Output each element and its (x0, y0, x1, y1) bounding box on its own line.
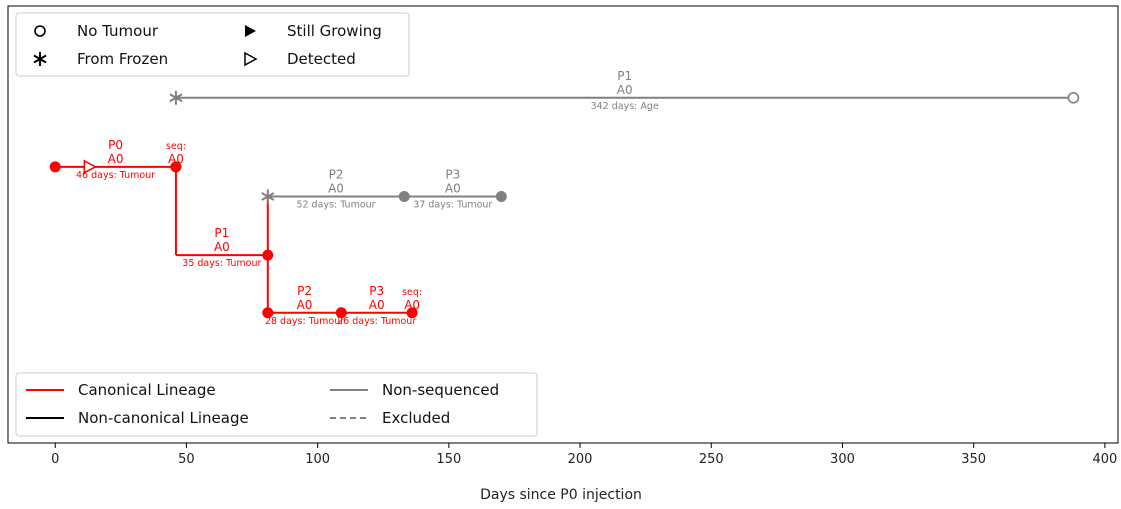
end-marker (262, 249, 274, 261)
marker-legend-frame (15, 12, 410, 77)
line-legend: Canonical Lineage Non-sequenced Non-canoni… (15, 372, 538, 437)
start-marker (262, 307, 274, 319)
line-legend-label: Excluded (382, 409, 450, 427)
marker-legend: No Tumour Still Growing From Frozen Detecte… (15, 12, 410, 77)
sample-label: A0 (214, 240, 230, 254)
sample-label: A0 (369, 298, 385, 312)
from-frozen-marker (261, 189, 275, 204)
marker-legend-label: Still Growing (287, 22, 382, 40)
line-legend-label: Canonical Lineage (78, 381, 216, 399)
detected-marker (83, 159, 97, 175)
seq-annotation-sample: A0 (404, 298, 420, 312)
x-tick-label: 250 (699, 452, 724, 467)
line-legend-label: Non-canonical Lineage (78, 409, 249, 427)
end-marker (495, 191, 507, 203)
x-axis-title: Days since P0 injection (480, 487, 642, 503)
x-tick-label: 150 (436, 452, 461, 467)
seq-annotation: seq: (166, 141, 186, 152)
legend-marker-icon (245, 25, 256, 37)
legend-marker-icon (244, 51, 258, 67)
line-legend-frame (15, 372, 538, 437)
legend-marker-icon (33, 52, 47, 66)
passage-label: P0 (108, 138, 123, 152)
duration-label: 52 days: Tumour (296, 200, 375, 211)
sample-label: A0 (297, 298, 313, 312)
duration-label: 35 days: Tumour (182, 258, 261, 269)
from-frozen-marker (169, 90, 183, 105)
seq-annotation-sample: A0 (168, 152, 184, 166)
sample-label: A0 (445, 182, 461, 196)
x-tick-label: 400 (1092, 452, 1117, 467)
passage-label: P2 (297, 284, 312, 298)
duration-label: 26 days: Tumour (337, 316, 416, 327)
line-legend-label: Non-sequenced (382, 381, 499, 399)
plot-area (7, 5, 1119, 444)
duration-label: 46 days: Tumour (76, 170, 155, 181)
no-tumour-marker (1067, 91, 1080, 104)
x-tick-label: 0 (51, 452, 59, 467)
duration-label: 37 days: Tumour (413, 200, 492, 211)
end-marker (406, 307, 418, 319)
x-tick-label: 350 (961, 452, 986, 467)
passage-label: P1 (617, 69, 632, 83)
duration-label: 342 days: Age (591, 101, 659, 112)
marker-legend-label: No Tumour (77, 22, 159, 40)
sample-label: A0 (108, 152, 124, 166)
seq-annotation: seq: (402, 287, 422, 298)
sample-label: A0 (617, 83, 633, 97)
marker-legend-label: From Frozen (77, 50, 168, 68)
passage-label: P3 (445, 168, 460, 182)
passage-label: P1 (214, 226, 229, 240)
x-tick-label: 50 (178, 452, 195, 467)
x-tick-label: 200 (568, 452, 593, 467)
marker-legend-label: Detected (287, 50, 356, 68)
sample-label: A0 (328, 182, 344, 196)
passage-label: P3 (369, 284, 384, 298)
x-tick-label: 300 (830, 452, 855, 467)
end-marker (170, 161, 182, 173)
legend-marker-icon (34, 25, 46, 37)
x-tick-label: 100 (305, 452, 330, 467)
passage-label: P2 (329, 168, 344, 182)
start-marker (49, 161, 61, 173)
duration-label: 28 days: Tumour (265, 316, 344, 327)
